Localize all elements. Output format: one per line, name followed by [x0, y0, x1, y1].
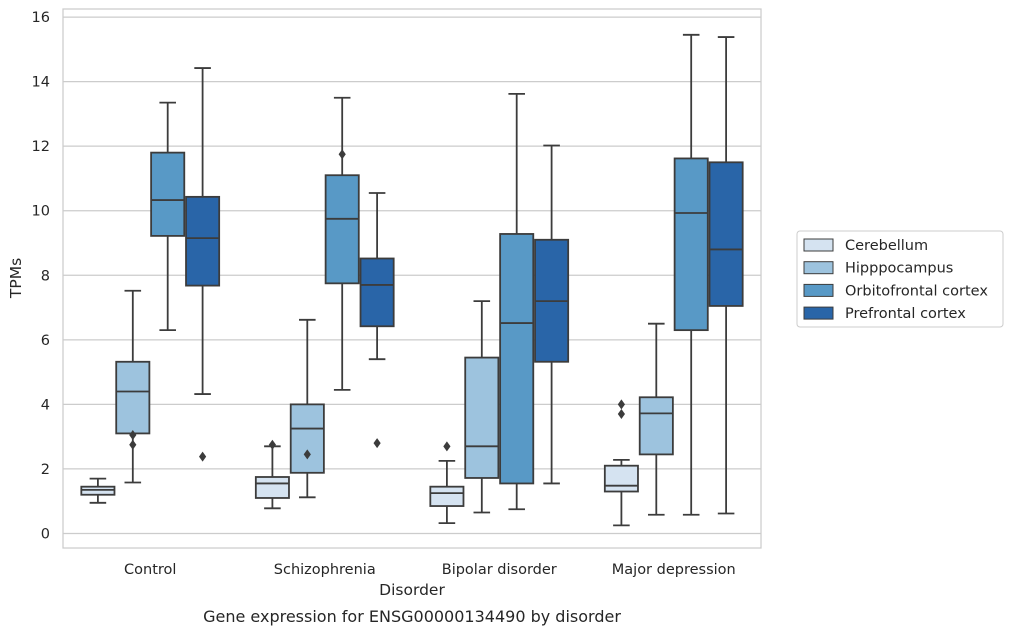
box-cerebellum-0 — [80, 477, 116, 504]
iqr-box — [603, 464, 639, 493]
iqr-box — [708, 161, 744, 307]
outlier-point — [617, 409, 625, 420]
iqr-box — [115, 360, 151, 435]
iqr-box — [289, 403, 325, 474]
box-prefrontal-cortex-0 — [185, 67, 221, 462]
box-hipppocampus-0 — [115, 289, 151, 484]
iqr-box — [429, 485, 465, 507]
x-tick-label: Control — [124, 562, 176, 578]
plot-frame — [62, 8, 762, 549]
y-tick-labels: 0 2 4 6 8 10 12 14 16 — [32, 10, 50, 542]
outlier-point — [199, 451, 207, 462]
legend-swatch — [803, 283, 834, 297]
legend-label: Orbitofrontal cortex — [845, 283, 988, 299]
x-axis-label: Disorder — [379, 581, 445, 599]
outlier-point — [443, 441, 451, 452]
box-prefrontal-cortex-2 — [534, 144, 570, 485]
legend-swatch — [803, 306, 834, 320]
iqr-box — [673, 157, 709, 332]
y-tick-label: 2 — [41, 462, 50, 478]
y-tick-label: 10 — [32, 204, 50, 220]
box-hipppocampus-2 — [464, 300, 500, 514]
iqr-box — [464, 356, 500, 479]
iqr-box — [324, 174, 360, 285]
x-tick-labels: Control Schizophrenia Bipolar disorder Majo… — [124, 562, 736, 578]
legend-items: Cerebellum Hipppocampus Orbitofrontal cort… — [803, 238, 988, 322]
y-tick-label: 8 — [41, 268, 50, 284]
legend-swatch — [803, 261, 834, 275]
iqr-box — [359, 257, 395, 328]
outlier-point — [617, 399, 625, 410]
outlier-point — [129, 439, 137, 450]
x-tick-label: Bipolar disorder — [442, 562, 557, 578]
outlier-point — [303, 449, 311, 460]
box-cerebellum-2 — [429, 441, 465, 525]
chart-caption: Gene expression for ENSG00000134490 by d… — [203, 607, 621, 626]
legend: Cerebellum Hipppocampus Orbitofrontal cort… — [796, 230, 1004, 328]
box-hipppocampus-1 — [289, 318, 325, 499]
box-orbitofrontal-cortex-3 — [673, 33, 709, 516]
box-prefrontal-cortex-3 — [708, 36, 744, 515]
iqr-box — [499, 233, 535, 485]
legend-swatch — [803, 238, 834, 252]
y-tick-label: 12 — [32, 139, 50, 155]
y-axis-label: TPMs — [7, 258, 25, 299]
y-tick-label: 14 — [32, 75, 50, 91]
outlier-point — [129, 430, 137, 441]
y-tick-label: 6 — [41, 333, 50, 349]
box-cerebellum-3 — [603, 399, 639, 527]
box-layer — [80, 33, 744, 527]
box-orbitofrontal-cortex-1 — [324, 96, 360, 391]
box-cerebellum-1 — [254, 439, 290, 510]
legend-label: Prefrontal cortex — [845, 306, 966, 322]
box-prefrontal-cortex-1 — [359, 192, 395, 449]
y-tick-label: 0 — [41, 526, 50, 542]
outlier-point — [338, 149, 346, 160]
y-tick-label: 4 — [41, 397, 50, 413]
outlier-point — [373, 438, 381, 449]
legend-frame — [796, 230, 1004, 328]
iqr-box — [254, 476, 290, 499]
legend-label: Cerebellum — [845, 238, 928, 254]
box-orbitofrontal-cortex-0 — [150, 101, 186, 332]
outlier-point — [268, 439, 276, 450]
y-tick-label: 16 — [32, 10, 50, 26]
x-tick-label: Major depression — [612, 562, 736, 578]
iqr-box — [150, 151, 186, 237]
iqr-box — [638, 396, 674, 456]
x-tick-label: Schizophrenia — [274, 562, 376, 578]
iqr-box — [185, 195, 221, 287]
box-orbitofrontal-cortex-2 — [499, 92, 535, 511]
legend-label: Hipppocampus — [845, 261, 953, 277]
box-hipppocampus-3 — [638, 322, 674, 516]
